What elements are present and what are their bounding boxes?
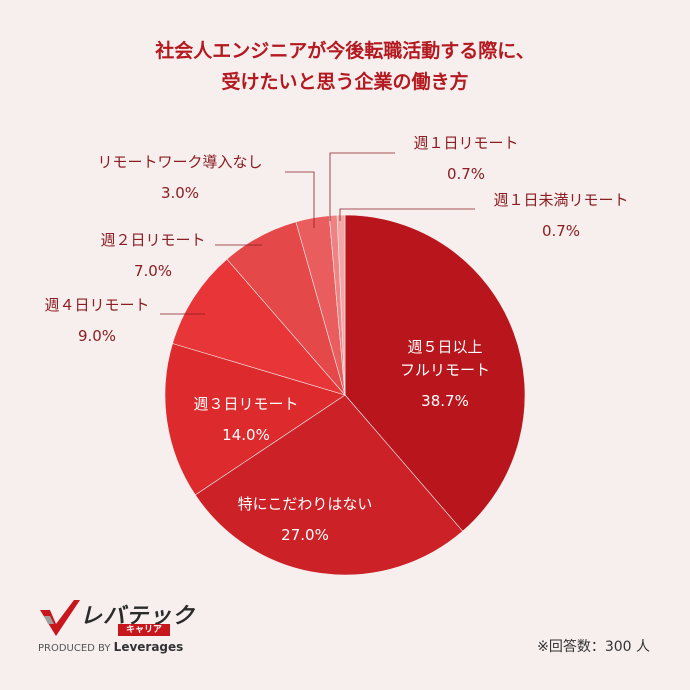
slice-value-1: 27.0% — [281, 526, 329, 544]
slice-value-4: 7.0% — [134, 262, 172, 280]
pie-slice-7 — [336, 214, 346, 396]
slice-label-1-0: 特にこだわりはない — [238, 495, 373, 513]
levtech-career-logo: レバテック キャリア PRODUCED BY Leverages — [38, 598, 198, 658]
leader-line-6 — [329, 152, 395, 221]
brand-text: Leverages — [113, 640, 184, 654]
pie-slice-2 — [164, 343, 346, 496]
slice-label-5-0: リモートワーク導入なし — [97, 153, 262, 171]
pie-slice-1 — [194, 394, 464, 576]
slice-value-2: 14.0% — [222, 426, 270, 444]
pie-slice-3 — [172, 258, 346, 396]
slice-label-0-0: 週５日以上 — [407, 338, 482, 356]
logo-produced-by: PRODUCED BY Leverages — [38, 640, 183, 654]
chart-title-line2: 受けたいと思う企業の働き方 — [221, 71, 469, 93]
slice-value-7: 0.7% — [542, 222, 580, 240]
slice-label-7-0: 週１日未満リモート — [493, 191, 628, 209]
slice-label-4-0: 週２日リモート — [100, 231, 205, 249]
check-mark-icon — [40, 600, 80, 636]
slice-value-6: 0.7% — [447, 165, 485, 183]
slice-value-0: 38.7% — [421, 392, 469, 410]
chart-title-line1: 社会人エンジニアが今後転職活動する際に、 — [155, 40, 535, 62]
produced-by-text: PRODUCED BY — [38, 643, 111, 654]
slice-label-0-1: フルリモート — [400, 361, 490, 379]
slice-label-2-0: 週３日リモート — [193, 395, 298, 413]
pie-slice-0 — [344, 214, 526, 532]
slice-label-6-0: 週１日リモート — [413, 134, 518, 152]
logo-sub-text: キャリア — [118, 624, 171, 636]
leader-line-5 — [285, 171, 315, 228]
slice-value-5: 3.0% — [161, 184, 199, 202]
leader-line-7 — [339, 208, 475, 221]
response-count-note: ※回答数：300 人 — [537, 639, 650, 655]
slice-value-3: 9.0% — [78, 327, 116, 345]
slice-label-3-0: 週４日リモート — [44, 296, 149, 314]
